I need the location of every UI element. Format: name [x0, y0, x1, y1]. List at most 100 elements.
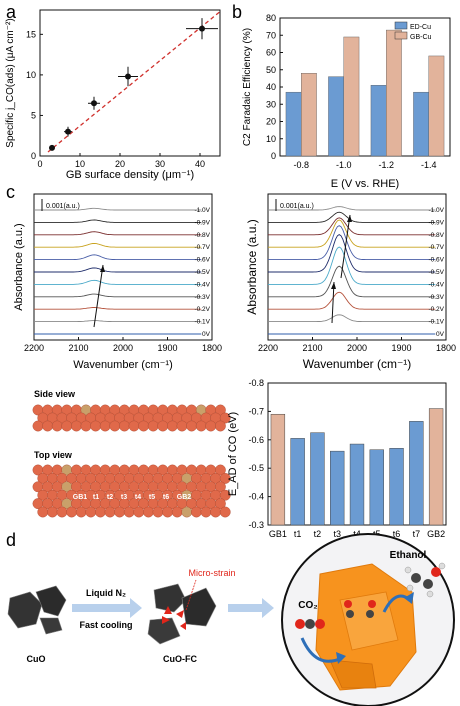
chart-c-bar-bar	[369, 449, 384, 526]
side-view-atom	[157, 420, 169, 432]
reaction-arrow-out-head	[404, 592, 414, 604]
chart-a-xtick-label: 30	[155, 159, 165, 169]
chart-c-left-series-label: -0.3V	[194, 294, 210, 301]
strain-arrow-3	[180, 622, 186, 630]
chart-c-bar-ylabel: E_AD of CO (eV)	[227, 412, 239, 496]
chart-c-left-series-line	[34, 207, 202, 211]
chart-a-point	[91, 100, 97, 107]
atomic-model: Side view Top view GB1 t1 t2 t3 t4 t5 t6 GB2	[32, 389, 231, 518]
chart-c-right-series-line	[268, 314, 436, 323]
top-view-atoms	[32, 464, 231, 518]
chart-c-bar-xtick-label: t2	[314, 529, 322, 539]
chart-c-left-ticks: 2200 2100 2000 1900 1800	[24, 337, 222, 353]
top-view-atom	[152, 506, 164, 518]
chart-c-left-xtick-label: 2100	[68, 343, 88, 353]
chart-c-left-xtick-label: 1900	[157, 343, 177, 353]
chart-a-ytick-label: 0	[31, 151, 36, 161]
chart-c-right-series-line	[268, 217, 436, 236]
chart-c-left-series-line	[34, 320, 202, 323]
chart-c-left-series-label: -0.7V	[194, 244, 210, 251]
side-view-atom	[61, 420, 73, 432]
chart-c-left-series-label: -0.1V	[194, 319, 210, 326]
chart-a-point	[65, 128, 71, 135]
top-view-atom	[114, 506, 126, 518]
chart-a-frame	[39, 9, 221, 157]
side-view-atom	[176, 420, 188, 432]
chart-b-xtick-label: -1.0	[336, 160, 352, 170]
side-view-atoms	[32, 404, 231, 432]
chart-c-bar-xtick-label: t6	[393, 529, 401, 539]
ethanol-label: Ethanol	[390, 550, 427, 561]
top-view-atom	[75, 506, 87, 518]
top-view-atom	[95, 506, 106, 518]
top-view-atom	[214, 464, 226, 476]
chart-b-xlabel: E (V vs. RHE)	[331, 178, 399, 190]
chart-a-ytick-label: 15	[26, 29, 36, 39]
chart-c-bar-xtick-label: t3	[333, 529, 341, 539]
chart-c-left-series-line	[34, 254, 202, 261]
chart-a-ylabel: Specific j_CO(ads) (μA cm⁻²)	[5, 18, 16, 147]
reaction-arrow-in-head	[336, 652, 346, 664]
top-view-atom	[133, 506, 145, 518]
top-view-atom	[142, 506, 154, 518]
top-view-atom	[219, 489, 231, 501]
chart-c-left-series-label: 0V	[202, 331, 211, 338]
chart-c-left-series-line	[34, 231, 202, 236]
chart-c-left-xtick-label: 1800	[202, 343, 222, 353]
catalyst-facet-2	[329, 659, 377, 689]
chart-b-ticks: 0 10 20 30 40 50 60 70 80	[266, 13, 283, 161]
chart-c-right-series-line	[268, 291, 436, 310]
adsorbed-c-2	[366, 610, 374, 618]
strain-arrow-1	[176, 610, 184, 618]
cuo-fc-fragment-3	[147, 617, 181, 645]
top-view-label: Top view	[34, 450, 73, 460]
chart-a-xtick-label: 0	[37, 159, 42, 169]
chart-c-bar: -0.3-0.4-0.5-0.6-0.7-0.8 GB1t1t2t3t4t5t6…	[227, 378, 447, 539]
chart-a-fit	[47, 11, 221, 153]
top-view-atom	[210, 506, 222, 518]
chart-c-right-series-line	[268, 234, 436, 273]
scale-bar-left-label: 0.001(a.u.)	[46, 203, 80, 210]
chart-c-left-ylabel: Absorbance (a.u.)	[13, 223, 25, 310]
chart-b-xtick-label: -1.2	[378, 160, 394, 170]
chart-c-right-series-line	[268, 265, 436, 298]
side-view-atom	[138, 420, 150, 432]
top-view-site-label: GB1	[73, 494, 88, 501]
top-view-atom	[190, 506, 202, 518]
peak-shift-arrow-left	[93, 264, 104, 328]
chart-c-right-series-label: -0.2V	[428, 306, 444, 313]
top-view-atom	[66, 506, 78, 518]
co2-oxygen-1	[295, 619, 305, 629]
arrow-head-right-high	[347, 215, 352, 222]
chart-c-bar-ytick-label: -0.8	[248, 378, 264, 388]
side-view-atom	[80, 420, 92, 432]
legend-swatch-ed-cu	[394, 21, 408, 30]
top-view-site-label: t6	[163, 494, 169, 501]
chart-c-right-series-line	[268, 246, 436, 285]
chart-c-right-xtick-label: 1800	[436, 343, 456, 353]
chart-a: 0 10 20 30 40 0 5 10 15 GB surface density (μm⁻¹…	[5, 9, 221, 181]
panel-label-b: b	[232, 2, 242, 22]
co2-molecule: CO₂	[295, 600, 325, 629]
cuo-fc-label: CuO-FC	[163, 654, 197, 664]
side-view-atom	[90, 420, 102, 432]
chart-c-right-series-label: -0.5V	[428, 269, 444, 276]
chart-c-right-series-line	[268, 225, 436, 261]
top-view-site-label: t5	[149, 494, 155, 501]
side-view-label: Side view	[34, 389, 76, 399]
chart-c-right-lines: -1.0V -0.9V -0.8V -0.7V -0.6V -0.5V -0.4V -0.3V…	[268, 206, 445, 338]
chart-b-ytick-label: 30	[266, 99, 276, 109]
chart-c-bar-xtick-label: t1	[294, 529, 302, 539]
top-view-atom	[85, 506, 97, 518]
top-view-atom	[123, 506, 135, 518]
panel-label-c: c	[6, 182, 15, 202]
side-view-atom	[99, 420, 111, 432]
chart-c-right-series-line	[268, 219, 436, 248]
chart-c-left-series-label: -0.4V	[194, 281, 210, 288]
chart-b-xtick-label: -1.4	[421, 160, 437, 170]
chart-b-bar	[301, 72, 317, 157]
chart-c-right-xlabel: Wavenumber (cm⁻¹)	[303, 357, 412, 371]
chart-c-right-series-label: -0.1V	[428, 319, 444, 326]
chart-c-left-series-label: -0.5V	[194, 269, 210, 276]
top-view-atom	[181, 506, 193, 518]
